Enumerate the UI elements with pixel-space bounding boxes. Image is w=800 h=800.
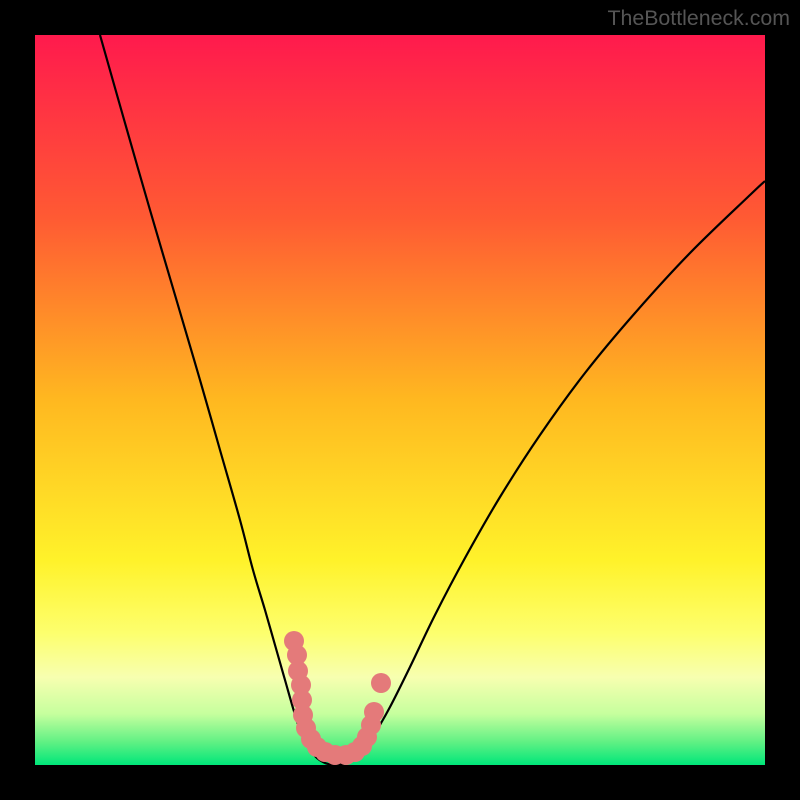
curve-layer xyxy=(35,35,765,765)
datapoint-group xyxy=(284,631,391,765)
datapoint xyxy=(371,673,391,693)
datapoint xyxy=(364,702,384,722)
chart-stage: TheBottleneck.com xyxy=(0,0,800,800)
curve-right-branch xyxy=(333,181,765,765)
plot-area xyxy=(35,35,765,765)
watermark-text: TheBottleneck.com xyxy=(607,6,790,31)
